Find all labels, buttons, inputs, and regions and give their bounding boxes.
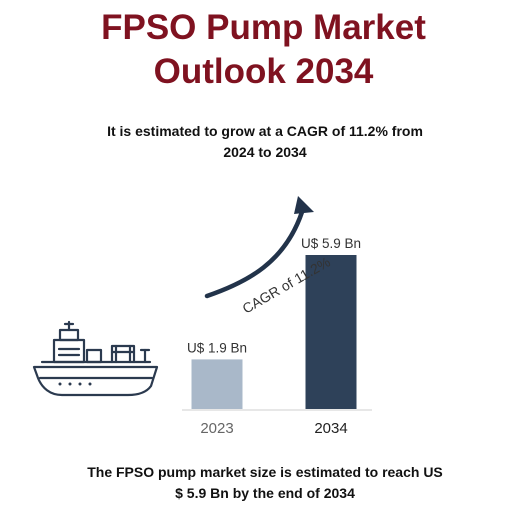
bar-2023 — [191, 359, 243, 409]
cagr-statement-line-1: It is estimated to grow at a CAGR of 11.… — [107, 123, 423, 139]
data-label-2034: U$ 5.9 Bn — [301, 236, 361, 251]
market-size-line-1: The FPSO pump market size is estimated t… — [87, 464, 443, 480]
title-line-1: FPSO Pump Market — [101, 8, 426, 47]
x-tick-label-2034: 2034 — [314, 420, 347, 437]
market-size-line-2: $ 5.9 Bn by the end of 2034 — [175, 485, 355, 501]
cagr-statement: It is estimated to grow at a CAGR of 11.… — [80, 121, 450, 163]
market-size-statement: The FPSO pump market size is estimated t… — [60, 462, 470, 504]
data-label-2023: U$ 1.9 Bn — [187, 340, 247, 355]
fpso-ship-icon — [32, 320, 159, 397]
bar-2034 — [305, 255, 357, 409]
growth-arrow-icon — [204, 196, 314, 299]
cagr-statement-line-2: 2024 to 2034 — [223, 144, 307, 160]
title-line-2: Outlook 2034 — [153, 52, 374, 91]
x-tick-label-2023: 2023 — [200, 420, 233, 437]
page-title: FPSO Pump Market Outlook 2034 — [0, 6, 527, 94]
